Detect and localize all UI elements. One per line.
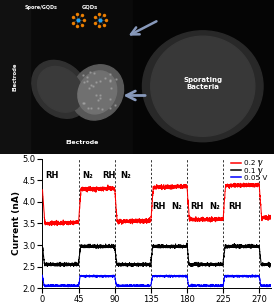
Text: N₂: N₂ — [82, 171, 93, 180]
Text: N₂: N₂ — [209, 202, 220, 211]
Text: N₂: N₂ — [171, 202, 182, 211]
Y-axis label: Current (nA): Current (nA) — [12, 192, 21, 255]
Bar — [0, 0, 133, 154]
Text: RH: RH — [229, 202, 242, 211]
Ellipse shape — [78, 71, 117, 114]
Text: RH: RH — [152, 202, 166, 211]
Text: RH: RH — [190, 202, 204, 211]
Text: Spore/GQDs: Spore/GQDs — [25, 5, 58, 10]
Text: RH: RH — [102, 171, 115, 180]
Text: Electrode: Electrode — [65, 140, 99, 145]
Ellipse shape — [142, 31, 263, 142]
Ellipse shape — [71, 65, 124, 120]
Text: RH: RH — [46, 171, 59, 180]
Text: Electrode: Electrode — [13, 63, 18, 91]
Legend: 0.2 V, 0.1 V, 0.05 V: 0.2 V, 0.1 V, 0.05 V — [230, 160, 268, 181]
Text: GQDs: GQDs — [82, 5, 98, 10]
Ellipse shape — [32, 60, 89, 118]
Ellipse shape — [38, 66, 83, 112]
Text: Sporating
Bacteria: Sporating Bacteria — [183, 77, 222, 90]
Text: N₂: N₂ — [120, 171, 131, 180]
Ellipse shape — [151, 36, 255, 136]
Bar — [133, 0, 274, 154]
Bar — [0, 0, 30, 154]
